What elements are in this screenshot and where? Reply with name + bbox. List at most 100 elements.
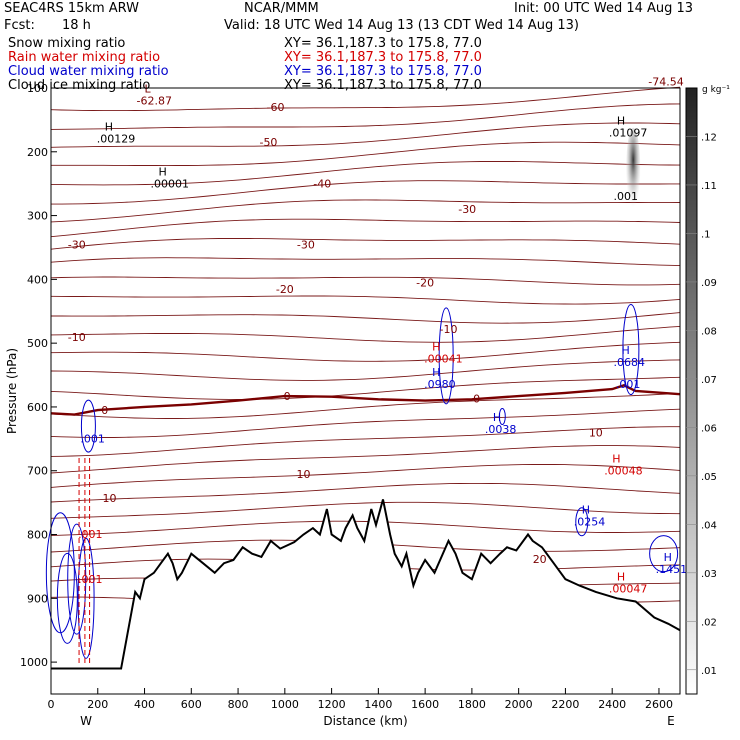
field-cloudwater-xy: XY= 36.1,187.3 to 175.8, 77.0 bbox=[284, 64, 482, 79]
extremum-value: .00129 bbox=[97, 133, 136, 146]
extremum-value: .0254 bbox=[574, 515, 606, 528]
isotherm-line bbox=[50, 238, 681, 250]
isotherm-line bbox=[50, 464, 681, 488]
x-tick-label: 1000 bbox=[271, 698, 299, 711]
isotherm-line bbox=[50, 218, 681, 238]
contour-label: 20 bbox=[533, 553, 547, 566]
extremum-value: .001 bbox=[78, 528, 103, 541]
extremum-value: .001 bbox=[616, 378, 641, 391]
extremum-value: .1451 bbox=[656, 563, 688, 576]
field-cloudwater-name: Cloud water mixing ratio bbox=[8, 64, 169, 79]
extremum-marker: H bbox=[493, 411, 501, 424]
terrain-line bbox=[51, 499, 681, 670]
isotherm-line bbox=[50, 482, 681, 503]
forecast-hour: 18 h bbox=[62, 18, 91, 33]
extremum-value: .00001 bbox=[151, 177, 190, 190]
field-snow-xy: XY= 36.1,187.3 to 175.8, 77.0 bbox=[284, 36, 482, 51]
y-tick-label: 1000 bbox=[20, 656, 48, 669]
zero-isotherm bbox=[50, 384, 681, 416]
contour-label: -30 bbox=[458, 203, 476, 216]
extremum-value: .00048 bbox=[604, 464, 643, 477]
colorbar-tick-label: .11 bbox=[701, 181, 717, 192]
isotherm-line bbox=[50, 426, 680, 457]
extremum-marker: H bbox=[432, 341, 440, 354]
moisture-contours bbox=[45, 127, 679, 666]
y-tick-label: 600 bbox=[27, 401, 48, 414]
west-label: W bbox=[80, 714, 92, 728]
colorbar-tick-label: .06 bbox=[701, 423, 717, 434]
x-tick-label: 1800 bbox=[458, 698, 486, 711]
isotherm-line bbox=[51, 141, 681, 167]
isotherm-line bbox=[50, 408, 681, 438]
field-rain-xy: XY= 36.1,187.3 to 175.8, 77.0 bbox=[284, 50, 482, 65]
contour-label: 10 bbox=[297, 468, 311, 481]
forecast-label: Fcst: bbox=[4, 18, 35, 33]
terrain-layer bbox=[51, 499, 681, 694]
cloud-water-contour bbox=[575, 507, 589, 537]
isotherm-line bbox=[50, 199, 681, 223]
isotherm-line bbox=[50, 445, 681, 474]
extremum-marker: H bbox=[617, 114, 625, 127]
extremum-value: .001 bbox=[80, 432, 105, 445]
isotherm-line bbox=[50, 520, 681, 537]
cloud-water-contour bbox=[438, 307, 454, 405]
y-tick-label: 400 bbox=[27, 273, 48, 286]
extremum-marker: H bbox=[105, 121, 113, 134]
y-tick-label: 800 bbox=[27, 529, 48, 542]
x-tick-label: 2000 bbox=[505, 698, 533, 711]
cloud-water-contour bbox=[45, 512, 75, 634]
org-label: NCAR/MMM bbox=[244, 1, 319, 16]
contour-label: -20 bbox=[416, 277, 434, 290]
x-tick-label: 2600 bbox=[645, 698, 673, 711]
extremum-value: .00047 bbox=[609, 582, 648, 595]
cloud-water-contour bbox=[498, 408, 506, 426]
x-tick-label: 400 bbox=[134, 698, 155, 711]
x-tick-label: 1600 bbox=[411, 698, 439, 711]
colorbar-tick-label: .03 bbox=[701, 569, 717, 580]
isotherm-line bbox=[50, 257, 681, 267]
y-tick-label: 500 bbox=[27, 337, 48, 350]
y-tick-label: 100 bbox=[27, 82, 48, 95]
contour-label: 10 bbox=[102, 492, 116, 505]
colorbar-tick-label: .01 bbox=[701, 666, 717, 677]
isotherm-line bbox=[50, 376, 681, 400]
colorbar-tick-label: .09 bbox=[701, 278, 717, 289]
isotherm-line bbox=[51, 180, 680, 205]
plot-frame bbox=[50, 87, 681, 695]
isotherm-line bbox=[51, 161, 681, 186]
extremum-value: .0038 bbox=[485, 423, 516, 436]
extremum-value: .001 bbox=[78, 573, 103, 586]
colorbar-tick-label: .05 bbox=[701, 472, 717, 483]
x-tick-label: 800 bbox=[228, 698, 249, 711]
model-title: SEAC4RS 15km ARW bbox=[4, 1, 140, 16]
cloud-water-contour bbox=[67, 523, 87, 635]
contour-label: -50 bbox=[259, 136, 277, 149]
colorbar-tick-label: .07 bbox=[701, 375, 717, 386]
isotherm-line bbox=[50, 103, 681, 130]
contour-label: 0 bbox=[101, 404, 108, 417]
cloud-water-contour bbox=[649, 535, 679, 573]
colorbar-tick-label: .04 bbox=[701, 520, 717, 531]
y-tick-label: 700 bbox=[27, 465, 48, 478]
isotherm-line bbox=[50, 276, 681, 286]
isotherm-line bbox=[50, 392, 681, 419]
y-tick-label: 300 bbox=[27, 210, 48, 223]
isotherm-line bbox=[50, 341, 681, 362]
init-time: Init: 00 UTC Wed 14 Aug 13 bbox=[514, 1, 694, 16]
colorbar-unit: g kg⁻¹ bbox=[702, 85, 730, 95]
contour-label: -40 bbox=[313, 178, 331, 191]
field-cloudice-xy: XY= 36.1,187.3 to 175.8, 77.0 bbox=[284, 78, 482, 93]
extremum-value: .00041 bbox=[424, 353, 463, 366]
field-cloudice-name: Cloud ice mixing ratio bbox=[8, 78, 151, 93]
isotherm-line bbox=[50, 122, 681, 148]
contour-label: -74.54 bbox=[648, 76, 683, 89]
extremum-value: .0980 bbox=[424, 378, 456, 391]
x-tick-label: 2400 bbox=[598, 698, 626, 711]
x-tick-label: 1400 bbox=[364, 698, 392, 711]
contour-label: -20 bbox=[276, 283, 294, 296]
extrema-labels: L-62.87H.00129H.00001H.01097.001H.00041H… bbox=[78, 82, 687, 595]
colorbar-tick-label: .08 bbox=[701, 326, 717, 337]
x-tick-label: 1200 bbox=[318, 698, 346, 711]
extremum-marker: L bbox=[145, 82, 152, 95]
colorbar-tick-label: .12 bbox=[701, 132, 717, 143]
